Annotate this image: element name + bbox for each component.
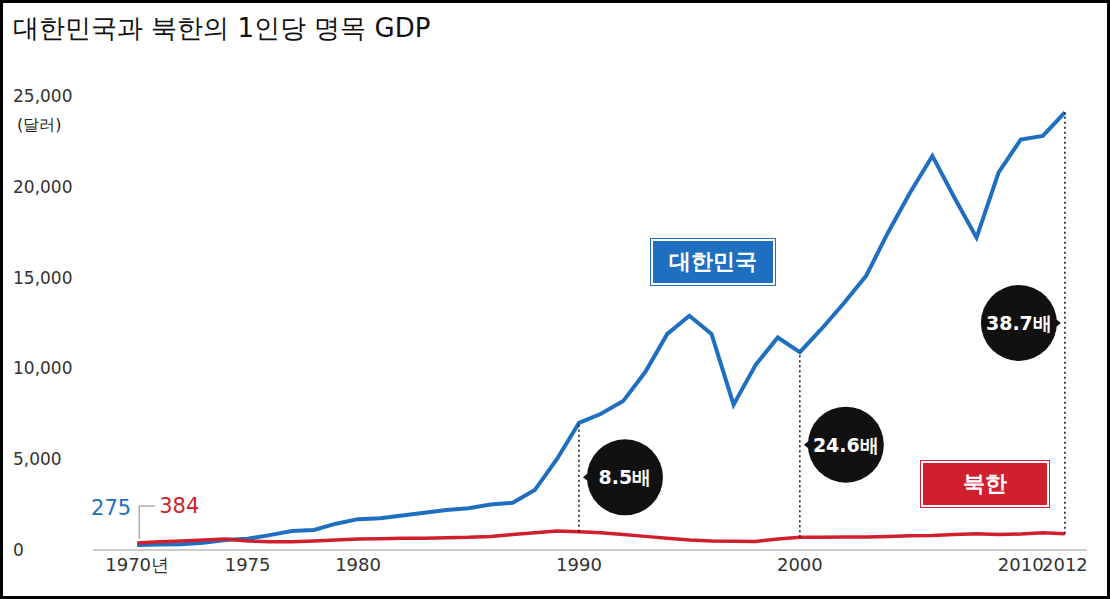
svg-text:8.5배: 8.5배 <box>599 466 652 488</box>
svg-text:15,000: 15,000 <box>13 268 72 288</box>
html-text:(달러): (달러) <box>17 115 62 134</box>
html-text:대한민국과 북한의 1인당 명목 GDP: 대한민국과 북한의 1인당 명목 GDP <box>13 13 431 43</box>
html-text:대한민국: 대한민국 <box>669 249 757 274</box>
svg-text:0: 0 <box>13 540 24 560</box>
svg-text:2000: 2000 <box>777 554 823 575</box>
html-text:북한: 북한 <box>963 471 1007 496</box>
svg-text:38.7배: 38.7배 <box>986 312 1052 334</box>
svg-text:1980: 1980 <box>335 554 381 575</box>
svg-text:1975: 1975 <box>225 554 271 575</box>
svg-text:20,000: 20,000 <box>13 177 72 197</box>
svg-text:24.6배: 24.6배 <box>813 434 879 456</box>
svg-text:1990: 1990 <box>556 554 602 575</box>
svg-text:25,000: 25,000 <box>13 86 72 106</box>
svg-text:2010: 2010 <box>998 554 1044 575</box>
svg-text:2012: 2012 <box>1042 554 1088 575</box>
svg-text:384: 384 <box>159 494 199 518</box>
svg-text:275: 275 <box>91 496 131 520</box>
svg-text:10,000: 10,000 <box>13 358 72 378</box>
svg-text:5,000: 5,000 <box>13 449 62 469</box>
svg-text:1970년: 1970년 <box>105 554 169 575</box>
